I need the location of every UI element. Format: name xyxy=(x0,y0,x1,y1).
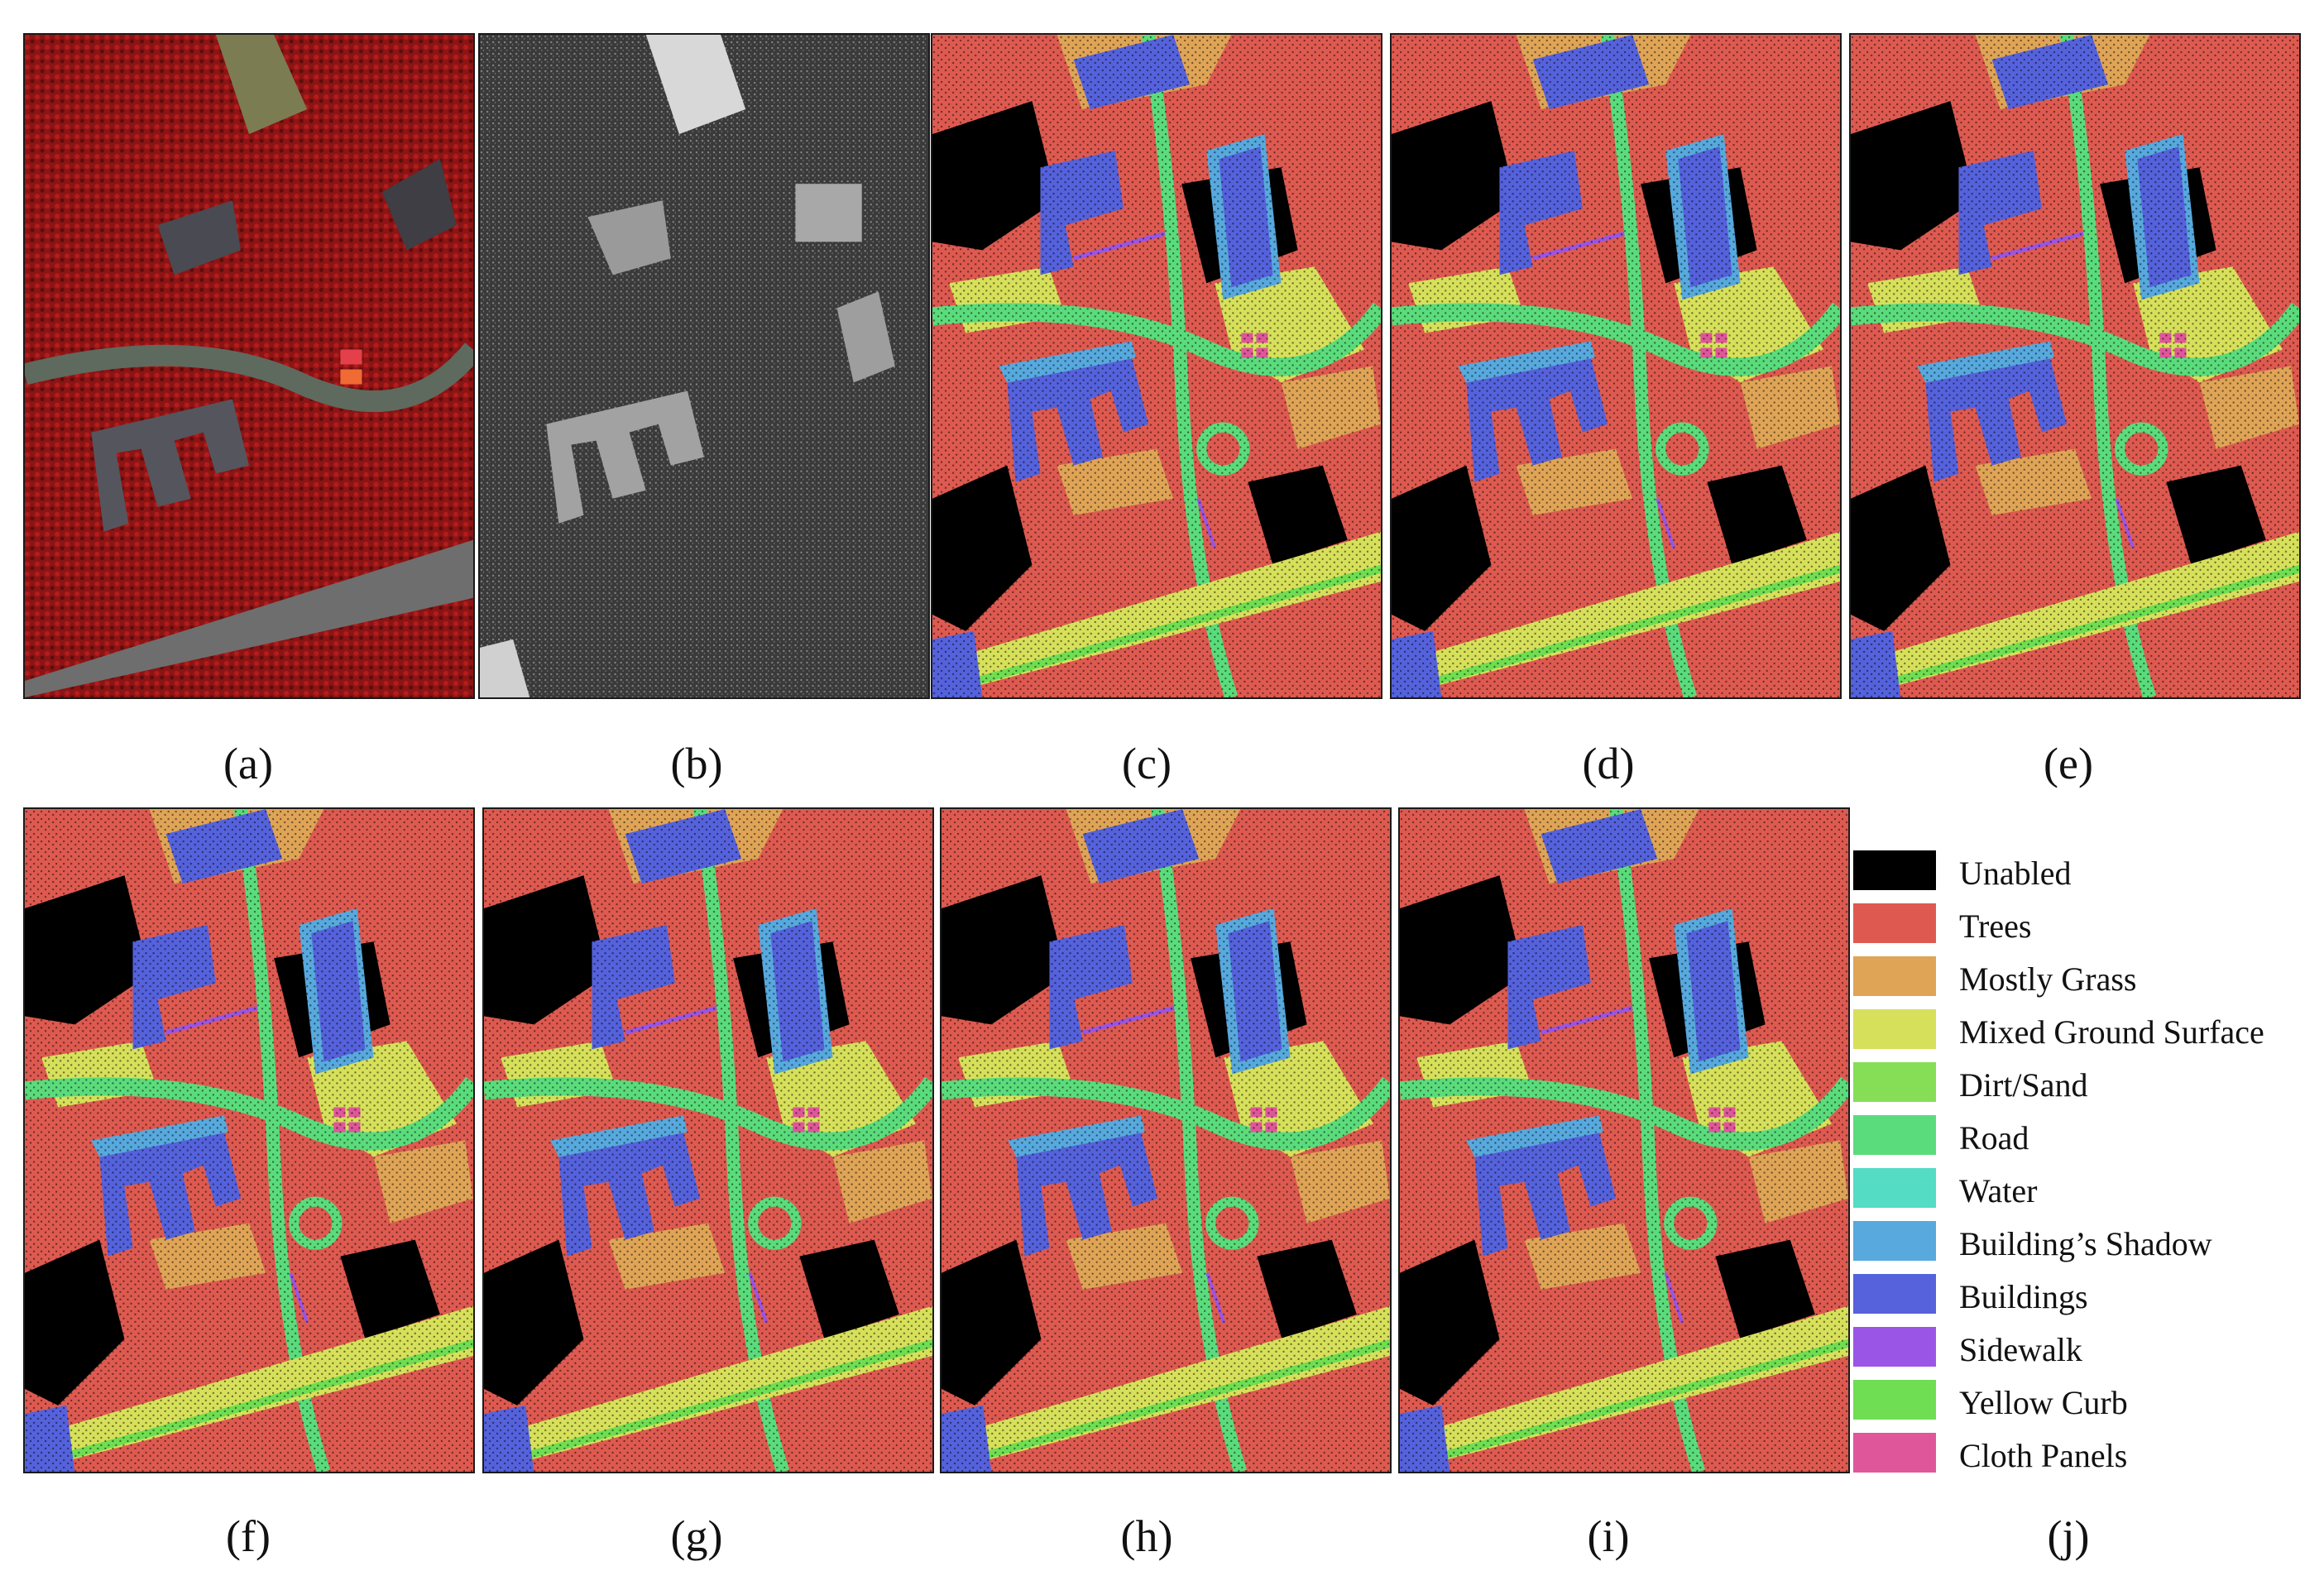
caption-j: (j) xyxy=(2047,1511,2090,1561)
caption-f: (f) xyxy=(226,1511,271,1561)
legend-label: Dirt/Sand xyxy=(1959,1066,2088,1104)
legend-swatch xyxy=(1853,1009,1936,1049)
caption-i: (i) xyxy=(1587,1511,1630,1561)
caption-h: (h) xyxy=(1120,1511,1173,1561)
legend-label: Building’s Shadow xyxy=(1959,1225,2212,1262)
legend-swatch xyxy=(1853,1380,1936,1420)
legend-label: Cloth Panels xyxy=(1959,1437,2128,1474)
legend-item: Trees xyxy=(1853,903,2317,945)
panel-g-classification-map xyxy=(482,807,934,1473)
legend-label: Mostly Grass xyxy=(1959,960,2137,998)
legend-item: Cloth Panels xyxy=(1853,1433,2317,1474)
legend-label: Water xyxy=(1959,1172,2038,1209)
legend-item: Yellow Curb xyxy=(1853,1380,2317,1421)
legend-item: Dirt/Sand xyxy=(1853,1062,2317,1104)
legend-swatch xyxy=(1853,1221,1936,1261)
legend-item: Mixed Ground Surface xyxy=(1853,1009,2317,1051)
panel-a-false-color-image xyxy=(23,33,475,699)
legend-swatch xyxy=(1853,1115,1936,1155)
caption-g: (g) xyxy=(670,1511,723,1561)
legend-swatch xyxy=(1853,850,1936,890)
panel-c-classification-map xyxy=(931,33,1382,699)
legend-item: Buildings xyxy=(1853,1274,2317,1315)
legend-label: Mixed Ground Surface xyxy=(1959,1013,2264,1051)
legend-label: Sidewalk xyxy=(1959,1331,2082,1368)
panel-h-classification-map xyxy=(940,807,1392,1473)
caption-d: (d) xyxy=(1582,739,1635,788)
legend-item: Sidewalk xyxy=(1853,1327,2317,1368)
legend-item: Unabled xyxy=(1853,850,2317,892)
legend-label: Trees xyxy=(1959,908,2032,945)
caption-b: (b) xyxy=(670,739,723,788)
legend-label: Unabled xyxy=(1959,855,2072,892)
legend-item: Road xyxy=(1853,1115,2317,1157)
legend-swatch xyxy=(1853,956,1936,996)
legend-swatch xyxy=(1853,1168,1936,1208)
panel-d-classification-map xyxy=(1390,33,1842,699)
caption-e: (e) xyxy=(2044,739,2093,788)
legend-label: Yellow Curb xyxy=(1959,1384,2128,1421)
legend-swatch xyxy=(1853,903,1936,943)
legend-label: Road xyxy=(1959,1119,2029,1157)
panel-e-classification-map xyxy=(1849,33,2301,699)
legend-item: Mostly Grass xyxy=(1853,956,2317,998)
legend-swatch xyxy=(1853,1062,1936,1102)
legend-swatch xyxy=(1853,1433,1936,1473)
caption-c: (c) xyxy=(1122,739,1172,788)
caption-a: (a) xyxy=(223,739,273,788)
legend-label: Buildings xyxy=(1959,1278,2088,1315)
panel-b-lidar-dsm xyxy=(478,33,930,699)
legend-item: Building’s Shadow xyxy=(1853,1221,2317,1262)
panel-i-classification-map xyxy=(1398,807,1850,1473)
legend-swatch xyxy=(1853,1274,1936,1314)
legend-swatch xyxy=(1853,1327,1936,1367)
legend-item: Water xyxy=(1853,1168,2317,1209)
panel-f-classification-map xyxy=(23,807,475,1473)
